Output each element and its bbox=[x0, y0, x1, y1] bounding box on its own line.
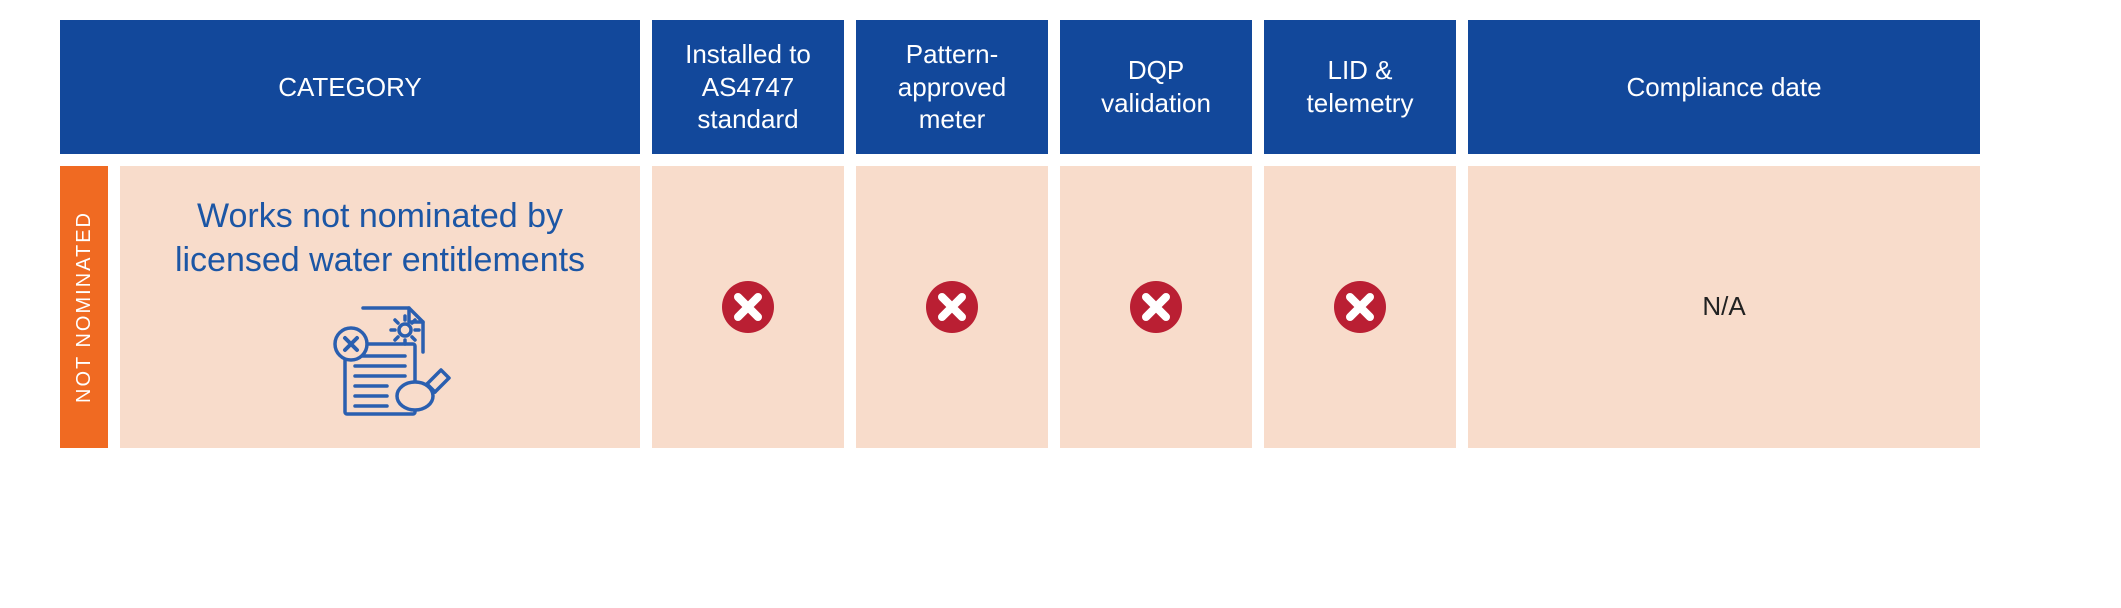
cell-as4747 bbox=[652, 166, 844, 448]
header-col-dqp: DQP validation bbox=[1060, 20, 1252, 154]
header-category-label: CATEGORY bbox=[278, 71, 422, 104]
cell-compliance: N/A bbox=[1468, 166, 1980, 448]
category-title: Works not nominated by licensed water en… bbox=[150, 194, 610, 282]
cell-lid bbox=[1264, 166, 1456, 448]
header-col3-label: DQP validation bbox=[1072, 54, 1240, 119]
cell-dqp bbox=[1060, 166, 1252, 448]
table-header-row: CATEGORY Installed to AS4747 standard Pa… bbox=[60, 20, 2061, 154]
header-col5-label: Compliance date bbox=[1626, 71, 1821, 104]
header-category: CATEGORY bbox=[60, 20, 640, 154]
header-col-lid: LID & telemetry bbox=[1264, 20, 1456, 154]
compliance-table: CATEGORY Installed to AS4747 standard Pa… bbox=[60, 20, 2061, 448]
document-stamp-rejected-icon bbox=[305, 300, 455, 420]
header-col4-label: LID & telemetry bbox=[1276, 54, 1444, 119]
cross-icon bbox=[1332, 279, 1388, 335]
side-tab-label: NOT NOMINATED bbox=[73, 211, 96, 403]
header-col-compliance: Compliance date bbox=[1468, 20, 1980, 154]
cross-icon bbox=[720, 279, 776, 335]
header-col-pattern: Pattern-approved meter bbox=[856, 20, 1048, 154]
row-side-tab: NOT NOMINATED bbox=[60, 166, 108, 448]
cross-icon bbox=[1128, 279, 1184, 335]
cell-pattern bbox=[856, 166, 1048, 448]
header-col1-label: Installed to AS4747 standard bbox=[664, 38, 832, 136]
cross-icon bbox=[924, 279, 980, 335]
category-cell: Works not nominated by licensed water en… bbox=[120, 166, 640, 448]
header-col-as4747: Installed to AS4747 standard bbox=[652, 20, 844, 154]
compliance-value: N/A bbox=[1702, 291, 1745, 322]
table-row: NOT NOMINATED Works not nominated by lic… bbox=[60, 166, 2061, 448]
header-col2-label: Pattern-approved meter bbox=[868, 38, 1036, 136]
